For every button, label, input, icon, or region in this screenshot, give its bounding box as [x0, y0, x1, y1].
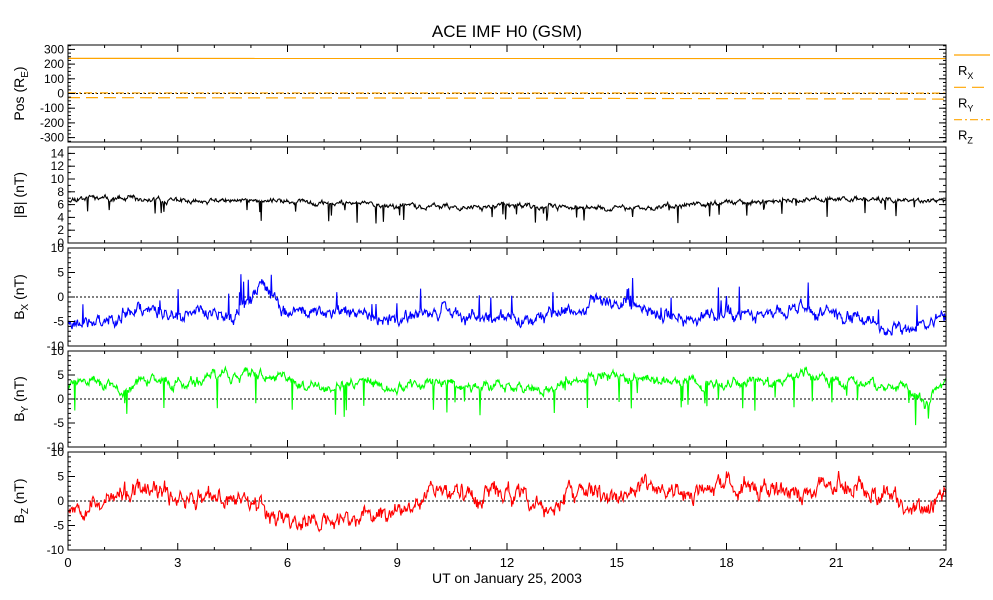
x-tick-label: 15 — [610, 555, 624, 570]
panel-bz: 10 5 0 -5 -10 BZ (nT) — [11, 445, 947, 557]
x-axis: 0 3 6 9 12 15 18 21 24 — [64, 555, 953, 570]
x-tick-label: 18 — [719, 555, 733, 570]
x-tick-label: 3 — [174, 555, 181, 570]
y-tick-label: 4 — [57, 210, 64, 224]
series-bx-line — [67, 274, 947, 336]
panel-frame-btot — [67, 146, 947, 244]
legend-label-rz: RZ — [958, 128, 973, 146]
y-axis-label-pos: Pos (RE) — [11, 66, 31, 120]
y-tick-label: -300 — [40, 131, 64, 145]
series-bz-line — [67, 470, 947, 533]
x-tick-label: 12 — [500, 555, 514, 570]
y-tick-label: -10 — [47, 440, 65, 454]
x-tick-label: 24 — [939, 555, 953, 570]
y-tick-label: 14 — [51, 146, 65, 160]
y-tick-label: 2 — [57, 223, 64, 237]
panel-by: 10 5 0 -5 -10 BY (nT) — [11, 344, 947, 454]
y-tick-label: 100 — [44, 72, 64, 86]
y-tick-label: 0 — [57, 392, 64, 406]
series-by-line — [67, 365, 947, 426]
x-axis-label: UT on January 25, 2003 — [432, 570, 582, 586]
panel-frame-bx — [67, 247, 947, 347]
chart-title: ACE IMF H0 (GSM) — [432, 22, 582, 41]
y-tick-label: 10 — [51, 241, 65, 255]
y-tick-label: 12 — [51, 159, 65, 173]
y-axis-label-btot: |B| (nT) — [11, 172, 27, 218]
x-tick-label: 21 — [829, 555, 843, 570]
y-axis-label-bz: BZ (nT) — [11, 478, 31, 523]
y-tick-label: 0 — [57, 494, 64, 508]
y-tick-label: 300 — [44, 42, 64, 56]
y-tick-label: -5 — [53, 315, 64, 329]
y-tick-label: 10 — [51, 445, 65, 459]
y-tick-label: 6 — [57, 198, 64, 212]
y-tick-label: -10 — [47, 339, 65, 353]
y-tick-label: -5 — [53, 519, 64, 533]
series-b-line — [67, 193, 947, 224]
y-axis-label-by: BY (nT) — [11, 376, 31, 422]
x-tick-label: 0 — [64, 555, 71, 570]
series-ry-line — [67, 97, 947, 100]
x-tick-label: 6 — [284, 555, 291, 570]
panel-frame-by — [67, 350, 947, 448]
legend-label-ry: RY — [958, 95, 973, 113]
y-tick-label: -200 — [40, 116, 64, 130]
legend-label-rx: RX — [958, 63, 973, 81]
panel-bx: 10 5 0 -5 -10 BX (nT) — [11, 241, 947, 353]
y-tick-label: 5 — [57, 470, 64, 484]
x-tick-label: 9 — [394, 555, 401, 570]
legend: RX RY RZ — [954, 54, 990, 146]
y-tick-label: 5 — [57, 368, 64, 382]
y-tick-label: 0 — [57, 236, 64, 250]
y-tick-label: 0 — [57, 87, 64, 101]
y-tick-label: -10 — [47, 543, 65, 557]
y-tick-label: -5 — [53, 416, 64, 430]
y-tick-label: -100 — [40, 101, 64, 115]
y-tick-label: 10 — [51, 344, 65, 358]
y-tick-label: 0 — [57, 290, 64, 304]
panel-frame-bz — [67, 451, 947, 551]
y-tick-label: 5 — [57, 266, 64, 280]
y-tick-label: 8 — [57, 185, 64, 199]
y-axis-label-bx: BX (nT) — [11, 274, 31, 320]
y-tick-label: 10 — [51, 172, 65, 186]
y-tick-label: 200 — [44, 57, 64, 71]
